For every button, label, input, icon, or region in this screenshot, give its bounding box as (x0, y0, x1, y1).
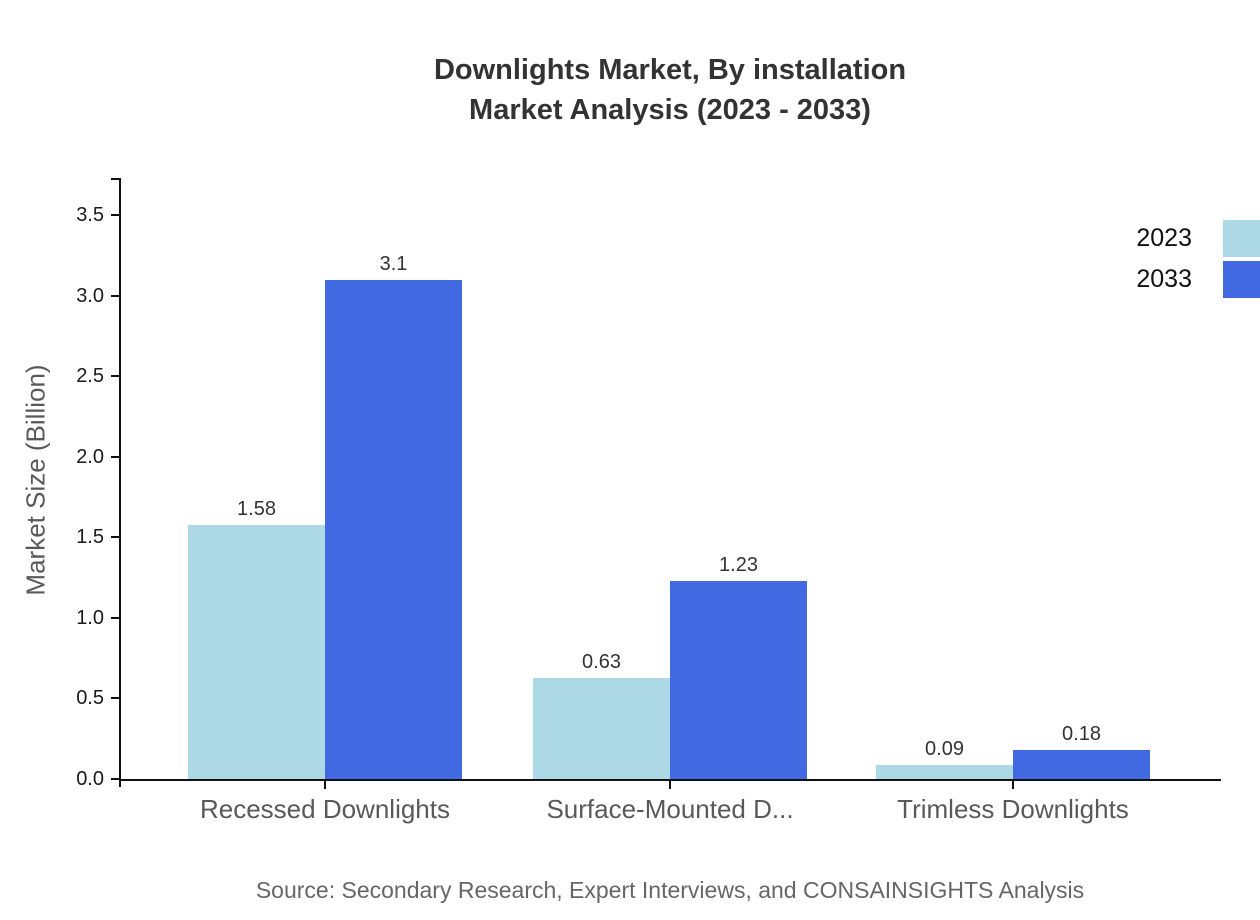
y-axis-tick-label: 2.5 (76, 365, 104, 387)
chart-title-line1: Downlights Market, By installation (433, 54, 907, 86)
bar-value-label: 0.63 (582, 651, 621, 673)
y-axis-tick (111, 778, 120, 780)
y-axis-end-tick (111, 178, 120, 180)
y-axis-tick-label: 1.5 (76, 526, 104, 548)
legend-color-swatch (1223, 220, 1260, 257)
x-axis-tick (324, 781, 326, 789)
bar-2023-group-0[interactable] (188, 525, 325, 779)
x-axis-category-label: Trimless Downlights (897, 794, 1129, 824)
legend-label: 2023 (1136, 224, 1192, 252)
y-axis-title: Market Size (Billion) (20, 364, 51, 596)
x-axis-line (119, 779, 1221, 781)
x-axis-tick (1012, 781, 1014, 789)
bar-value-label: 3.1 (379, 253, 408, 275)
x-axis-category-label: Recessed Downlights (199, 794, 450, 824)
y-axis-line (119, 178, 121, 787)
bar-2033-group-0[interactable] (325, 280, 462, 779)
legend: 2023 2033 (1136, 220, 1260, 302)
y-axis-tick (111, 214, 120, 216)
y-axis-tick-label: 0.0 (76, 768, 104, 790)
bar-2023-group-1[interactable] (533, 678, 670, 779)
y-axis-tick (111, 617, 120, 619)
y-axis-tick (111, 697, 120, 699)
chart-title-line2: Market Analysis (2023 - 2033) (469, 94, 871, 126)
bar-value-label: 0.18 (1062, 723, 1101, 745)
bar-value-label: 1.23 (719, 554, 758, 576)
chart-title: Downlights Market, By installation Marke… (120, 50, 1220, 130)
y-axis-tick-label: 0.5 (76, 687, 104, 709)
source-note: Source: Secondary Research, Expert Inter… (255, 877, 1085, 903)
bar-value-label: 1.58 (237, 498, 276, 520)
y-axis-tick (111, 375, 120, 377)
y-axis-tick-label: 2.0 (76, 446, 104, 468)
bar-2033-group-1[interactable] (670, 581, 807, 779)
legend-item-2023[interactable]: 2023 (1136, 220, 1260, 257)
y-axis-tick (111, 456, 120, 458)
x-axis-tick (669, 781, 671, 789)
y-axis-tick-label: 1.0 (76, 607, 104, 629)
bar-2033-group-2[interactable] (1013, 750, 1150, 779)
bar-2023-group-2[interactable] (876, 765, 1013, 779)
y-axis-tick-label: 3.5 (76, 204, 104, 226)
legend-color-swatch (1223, 261, 1260, 298)
bar-value-label: 0.09 (925, 738, 964, 760)
legend-item-2033[interactable]: 2033 (1136, 261, 1260, 298)
x-axis-category-label: Surface-Mounted D... (546, 794, 794, 824)
legend-label: 2033 (1136, 265, 1192, 293)
y-axis-tick (111, 295, 120, 297)
y-axis-tick (111, 536, 120, 538)
y-axis-tick-label: 3.0 (76, 285, 104, 307)
